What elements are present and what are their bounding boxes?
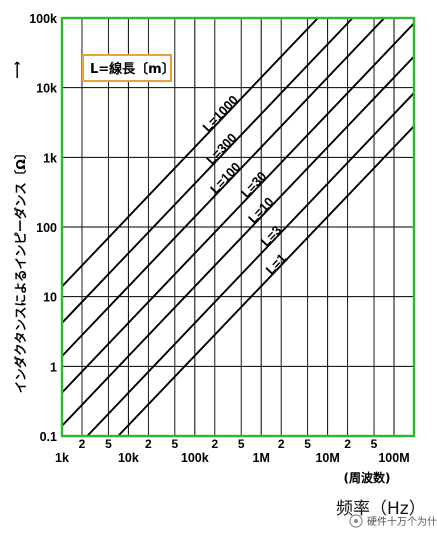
y-tick-label: 100: [36, 221, 57, 235]
axis-ticks: 0.1 1 10 100 1k 10k 100k 1k 10k 100k 1M 10M 100M 2 5 2 5…: [29, 12, 409, 465]
y-tick-label: 10k: [36, 82, 57, 96]
plot-frame: [60, 16, 416, 438]
series-label-l-1: L=1: [263, 250, 290, 277]
legend-box-text: L=線長〔m〕: [90, 61, 175, 77]
x-minor-tick-label: 5: [171, 437, 178, 451]
x-minor-tick-label: 2: [211, 437, 218, 451]
watermark: 硬件十万个为什么: [349, 514, 437, 528]
x-tick-label: 10M: [315, 451, 339, 465]
bottom-band: [0, 494, 437, 541]
y-tick-label: 1k: [43, 151, 57, 165]
y-axis-label: ⟶ インダクタンスによるインピーダンス〔Ω〕: [9, 61, 28, 393]
x-minor-tick-label: 5: [371, 437, 378, 451]
y-tick-label: 0.1: [40, 430, 57, 444]
x-minor-tick-label: 2: [145, 437, 152, 451]
x-tick-label: 1k: [55, 451, 69, 465]
x-tick-label: 100M: [378, 451, 409, 465]
x-tick-label: 10k: [118, 451, 139, 465]
x-minor-tick-label: 5: [304, 437, 311, 451]
x-minor-tick-label: 5: [238, 437, 245, 451]
legend-box-border: [82, 54, 172, 82]
y-tick-label: 100k: [29, 12, 57, 26]
series-lines: [62, 18, 414, 436]
series-line-l-1000: [62, 18, 320, 288]
x-tick-label: 100k: [181, 451, 209, 465]
x-minor-tick-label: 2: [79, 437, 86, 451]
legend-box: L=線長〔m〕: [82, 54, 175, 82]
watermark-icon-dot: [354, 519, 358, 523]
watermark-icon: [349, 514, 363, 528]
x-minor-tick-label: 2: [278, 437, 285, 451]
series-line-l-10: [62, 55, 414, 427]
series-label-l-1000: L=1000: [200, 92, 242, 135]
y-tick-label: 10: [43, 291, 57, 305]
x-axis-title: (周波数): [344, 470, 391, 485]
series-line-l-300: [62, 18, 354, 324]
y-axis-title: インダクタンスによるインピーダンス〔Ω〕: [13, 147, 28, 394]
y-tick-label: 1: [50, 360, 57, 374]
bottom-frequency-label: 频率（Hz）: [336, 499, 426, 519]
series-line-l-1: [117, 125, 414, 436]
y-axis-arrow: ⟶: [9, 61, 24, 79]
x-tick-label: 1M: [253, 451, 270, 465]
x-minor-tick-label: 5: [105, 437, 112, 451]
series-line-l-3: [86, 92, 414, 436]
watermark-text: 硬件十万个为什么: [367, 515, 437, 528]
series-line-l-30: [62, 22, 414, 394]
series-line-l-100: [62, 18, 386, 357]
x-minor-tick-label: 2: [344, 437, 351, 451]
